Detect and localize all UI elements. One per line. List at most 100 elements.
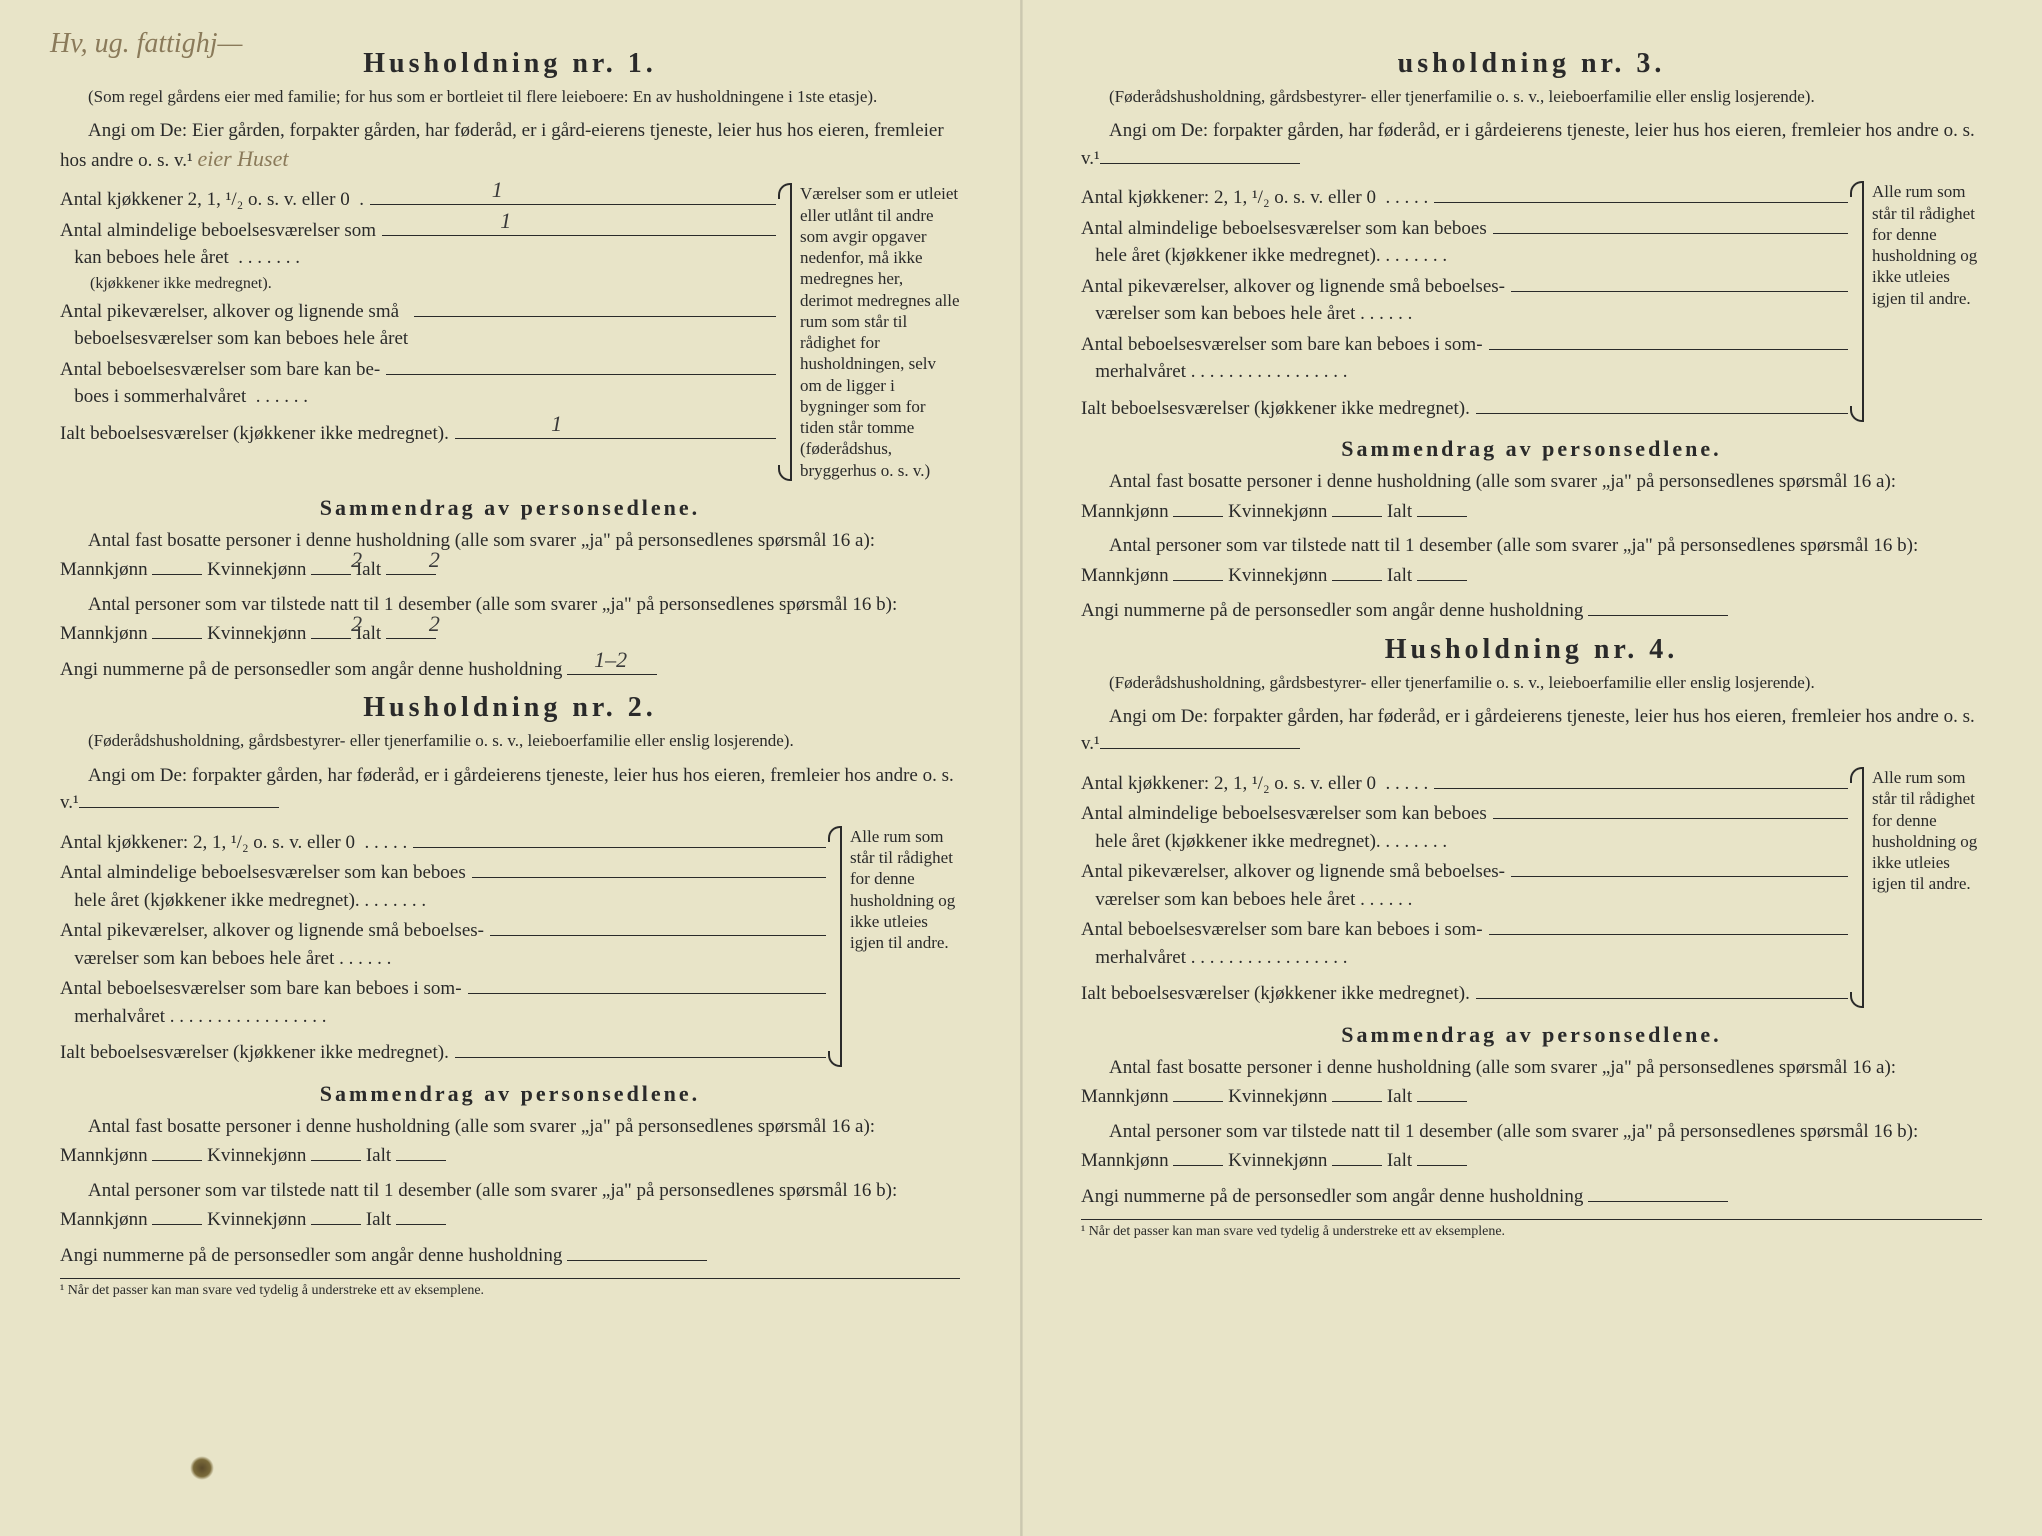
hh4-16a-kv-field[interactable] [1332,1082,1382,1102]
hh2-roomsyear-label: Antal almindelige beboelsesværelser som … [60,859,466,914]
hh4-smallrooms-field[interactable] [1511,856,1848,878]
left-page: Hv, ug. fattighj— Husholdning nr. 1. (So… [0,0,1021,1536]
hh4-roomsyear-label: Antal almindelige beboelsesværelser som … [1081,800,1487,855]
hh3-smallrooms-field[interactable] [1511,270,1848,292]
hh4-16a-ialt: Ialt [1387,1086,1412,1107]
hh2-numrene-field[interactable] [567,1241,707,1261]
hh2-roomsyear-field[interactable] [472,856,826,878]
hh4-16a-ialt-field[interactable] [1417,1082,1467,1102]
hh3-roomsyear-field[interactable] [1493,212,1848,234]
hh3-summer-field[interactable] [1489,328,1848,350]
hh2-roomsyear: Antal almindelige beboelsesværelser som … [60,856,826,914]
hh2-lead-field[interactable] [79,788,279,808]
hh2-smallrooms: Antal pikeværelser, alkover og lignende … [60,914,826,972]
hh1-lead-text: Angi om De: Eier gården, forpakter gårde… [60,120,944,171]
hh2-16b-ialt: Ialt [366,1209,391,1230]
hh4-16b-mann-field[interactable] [1173,1146,1223,1166]
hh3-16b-kv-field[interactable] [1332,561,1382,581]
hh2-16a-ialt-field[interactable] [396,1141,446,1161]
hh2-summer-field[interactable] [468,972,826,994]
hh2-lead: Angi om De: forpakter gården, har føderå… [60,763,960,816]
hh1-summer-field[interactable] [386,353,776,375]
hh3-lead-field[interactable] [1100,144,1300,164]
hh4-16b: Antal personer som var tilstede natt til… [1081,1118,1982,1176]
hh2-total-field[interactable] [455,1036,826,1058]
hh4-16b-ialt-field[interactable] [1417,1146,1467,1166]
hh4-roomsyear-field[interactable] [1493,798,1848,820]
hh1-smallrooms-field[interactable] [414,295,776,317]
hh1-kitchens-field[interactable]: 1 [370,183,776,205]
right-page: usholdning nr. 3. (Føderådshusholdning, … [1021,0,2042,1536]
hh4-numrene: Angi nummerne på de personsedler som ang… [1081,1182,1982,1212]
hh1-total-val: 1 [551,408,562,440]
hh1-16b-ialt-val: 2 [401,607,440,640]
hh4-total-field[interactable] [1476,977,1848,999]
hh4-summary-head: Sammendrag av personsedlene. [1081,1022,1982,1048]
hh1-16b-ialt-field[interactable]: 2 [386,619,436,639]
hh1-total: Ialt beboelsesværelser (kjøkkener ikke m… [60,417,776,447]
hh4-kitchens: Antal kjøkkener: 2, 1, ¹/₂ o. s. v. elle… [1081,767,1848,797]
hh3-summer-label: Antal beboelsesværelser som bare kan beb… [1081,331,1483,386]
hh2-16b-kv-field[interactable] [311,1205,361,1225]
hh3-total-label: Ialt beboelsesværelser (kjøkkener ikke m… [1081,395,1470,423]
hh2-16b-mann-field[interactable] [152,1205,202,1225]
hh1-16a-ialt-field[interactable]: 2 [386,555,436,575]
hh1-16a-kv-field[interactable]: 2 [311,555,351,575]
hh2-16a-kv-field[interactable] [311,1141,361,1161]
hh1-summary-head: Sammendrag av personsedlene. [60,495,960,521]
hh3-numrene-text: Angi nummerne på de personsedler som ang… [1081,600,1583,621]
hh3-16b-mann-field[interactable] [1173,561,1223,581]
hh3-16a-kv-field[interactable] [1332,497,1382,517]
hh1-rooms-block: Antal kjøkkener 2, 1, ¹/₂ o. s. v. eller… [60,183,960,481]
hh4-lead-field[interactable] [1100,729,1300,749]
hh3-kitchens-label: Antal kjøkkener: 2, 1, ¹/₂ o. s. v. elle… [1081,184,1428,212]
hh2-16b: Antal personer som var tilstede natt til… [60,1177,960,1235]
hh3-numrene: Angi nummerne på de personsedler som ang… [1081,596,1982,626]
hh4-16b-ialt: Ialt [1387,1150,1412,1171]
hh1-total-field[interactable]: 1 [455,417,776,439]
hh3-kitchens-field[interactable] [1434,181,1848,203]
hh4-kitchens-field[interactable] [1434,767,1848,789]
hh3-16a-ialt: Ialt [1387,501,1412,522]
hh3-title: usholdning nr. 3. [1081,48,1982,80]
hh2-smallrooms-field[interactable] [490,914,826,936]
hh3-16a-ialt-field[interactable] [1417,497,1467,517]
ink-stain [190,1456,214,1480]
hh3-16b-ialt-field[interactable] [1417,561,1467,581]
hh4-16a-mann-field[interactable] [1173,1082,1223,1102]
hh1-16b-kv-field[interactable]: 2 [311,619,351,639]
hh2-numrene: Angi nummerne på de personsedler som ang… [60,1241,960,1271]
hh2-16b-ialt-field[interactable] [396,1205,446,1225]
hh1-summer: Antal beboelsesværelser som bare kan be-… [60,353,776,411]
hh3-16a-mann-field[interactable] [1173,497,1223,517]
hh2-kitchens-field[interactable] [413,826,826,848]
hh4-summer-field[interactable] [1489,913,1848,935]
hh1-roomsyear-field[interactable]: 1 [382,214,776,236]
hh1-lines: Antal kjøkkener 2, 1, ¹/₂ o. s. v. eller… [60,183,776,481]
hh3-numrene-field[interactable] [1588,596,1728,616]
hh4-sidebar: Alle rum som står til rådighet for denne… [1862,767,1982,1008]
hh1-16b-kv-val: 2 [323,607,362,640]
hh1-numrene-field[interactable]: 1–2 [567,655,657,675]
hh3-sidebar: Alle rum som står til rådighet for denne… [1862,181,1982,422]
hh4-rooms-block: Antal kjøkkener: 2, 1, ¹/₂ o. s. v. elle… [1081,767,1982,1008]
handwritten-top: Hv, ug. fattighj— [50,28,242,60]
hh3-smallrooms: Antal pikeværelser, alkover og lignende … [1081,270,1848,328]
hh1-numrene-val: 1–2 [594,643,627,676]
hh4-total: Ialt beboelsesværelser (kjøkkener ikke m… [1081,977,1848,1007]
hh3-total-field[interactable] [1476,392,1848,414]
hh1-16a-mann-field[interactable] [152,555,202,575]
hh1-16b-mann-field[interactable] [152,619,202,639]
hh4-16b-kv-field[interactable] [1332,1146,1382,1166]
hh1-total-label: Ialt beboelsesværelser (kjøkkener ikke m… [60,420,449,448]
hh2-subtitle: (Føderådshusholdning, gårdsbestyrer- ell… [60,730,960,752]
hh1-roomsyear-val: 1 [500,205,511,237]
hh2-total-label: Ialt beboelsesværelser (kjøkkener ikke m… [60,1039,449,1067]
hh4-numrene-field[interactable] [1588,1182,1728,1202]
hh3-subtitle: (Føderådshusholdning, gårdsbestyrer- ell… [1081,86,1982,108]
hh2-total: Ialt beboelsesværelser (kjøkkener ikke m… [60,1036,826,1066]
hh4-lines: Antal kjøkkener: 2, 1, ¹/₂ o. s. v. elle… [1081,767,1848,1008]
hh2-16a-mann-field[interactable] [152,1141,202,1161]
hh3-lead: Angi om De: forpakter gården, har føderå… [1081,118,1982,171]
hh4-roomsyear: Antal almindelige beboelsesværelser som … [1081,798,1848,856]
